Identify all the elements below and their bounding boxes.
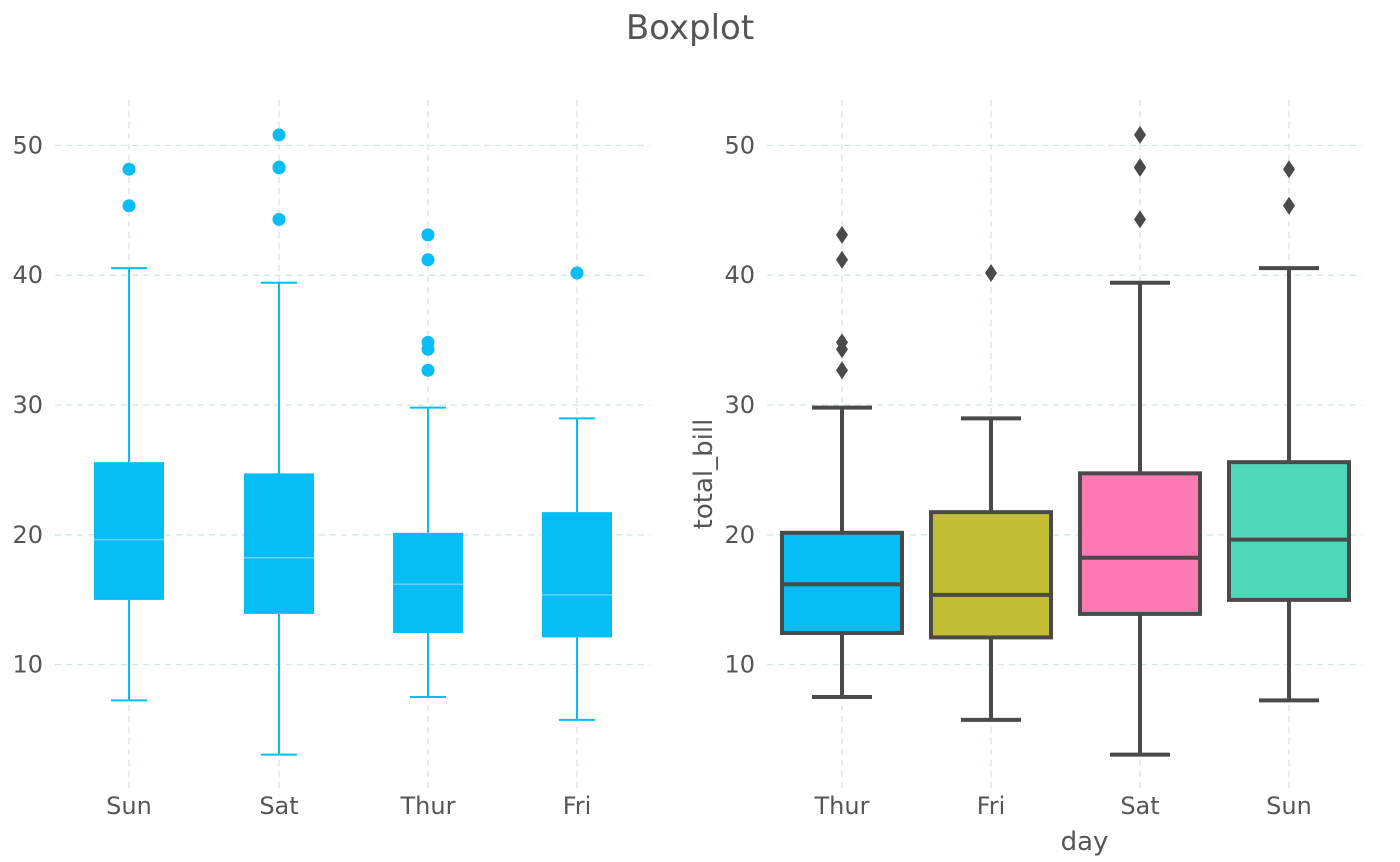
x-tick-label: Fri bbox=[563, 792, 592, 820]
box-sun bbox=[94, 162, 164, 702]
outlier-point bbox=[272, 128, 286, 142]
outlier-point bbox=[836, 250, 848, 269]
y-tick-label: 20 bbox=[12, 521, 43, 549]
outlier-point bbox=[570, 266, 584, 280]
box-body bbox=[244, 473, 314, 614]
outlier-point bbox=[122, 162, 136, 176]
y-tick-label: 40 bbox=[724, 261, 755, 289]
x-tick-label: Sun bbox=[106, 792, 152, 820]
outlier-point bbox=[836, 333, 848, 352]
panel-right: 10 20 30 40 50 Thur Fri Sat Sun day total_bill bbox=[689, 100, 1362, 857]
box-body bbox=[1227, 460, 1351, 602]
box-body bbox=[1078, 471, 1202, 616]
outlier-point bbox=[421, 228, 435, 242]
x-tick-label: Fri bbox=[977, 792, 1006, 820]
outlier-point bbox=[122, 199, 136, 213]
x-axis-label: day bbox=[1061, 827, 1109, 857]
x-tick-label: Sat bbox=[1120, 792, 1159, 820]
y-tick-label: 50 bbox=[12, 131, 43, 159]
outlier-point bbox=[421, 253, 435, 267]
box-thur bbox=[780, 225, 904, 700]
box-body bbox=[393, 532, 463, 634]
x-tick-label: Sat bbox=[259, 792, 298, 820]
box-sun bbox=[1227, 160, 1351, 703]
y-tick-label: 10 bbox=[724, 651, 755, 679]
outlier-point bbox=[836, 225, 848, 244]
outlier-point bbox=[272, 160, 286, 174]
outlier-point bbox=[1283, 160, 1295, 179]
outlier-point bbox=[1134, 125, 1146, 144]
y-tick-label: 20 bbox=[724, 521, 755, 549]
grid bbox=[767, 100, 1362, 788]
x-tick-label: Sun bbox=[1266, 792, 1312, 820]
y-tick-label: 30 bbox=[12, 391, 43, 419]
outlier-point bbox=[1134, 158, 1146, 177]
y-tick-label: 40 bbox=[12, 261, 43, 289]
outlier-point bbox=[1283, 196, 1295, 215]
outlier-point bbox=[985, 264, 997, 283]
outlier-point bbox=[1134, 210, 1146, 229]
box-fri bbox=[929, 264, 1053, 722]
y-tick-label: 30 bbox=[724, 391, 755, 419]
box-body bbox=[542, 512, 612, 638]
outlier-point bbox=[272, 212, 286, 226]
box-sat bbox=[244, 128, 314, 756]
box-body bbox=[94, 462, 164, 600]
grid bbox=[55, 100, 650, 788]
outlier-point bbox=[836, 361, 848, 380]
box-fri bbox=[542, 266, 612, 721]
figure-title: Boxplot bbox=[625, 8, 755, 48]
box-thur bbox=[393, 228, 463, 699]
y-axis-label: total_bill bbox=[689, 419, 719, 530]
x-tick-label: Thur bbox=[814, 792, 870, 820]
panel-left: 10 20 30 40 50 Sun Sat Thur Fri bbox=[12, 100, 650, 820]
outlier-point bbox=[421, 335, 435, 349]
y-tick-label: 10 bbox=[12, 651, 43, 679]
box-sat bbox=[1078, 125, 1202, 757]
x-tick-label: Thur bbox=[400, 792, 456, 820]
box-body bbox=[929, 510, 1053, 640]
outlier-point bbox=[421, 363, 435, 377]
y-tick-label: 50 bbox=[724, 131, 755, 159]
